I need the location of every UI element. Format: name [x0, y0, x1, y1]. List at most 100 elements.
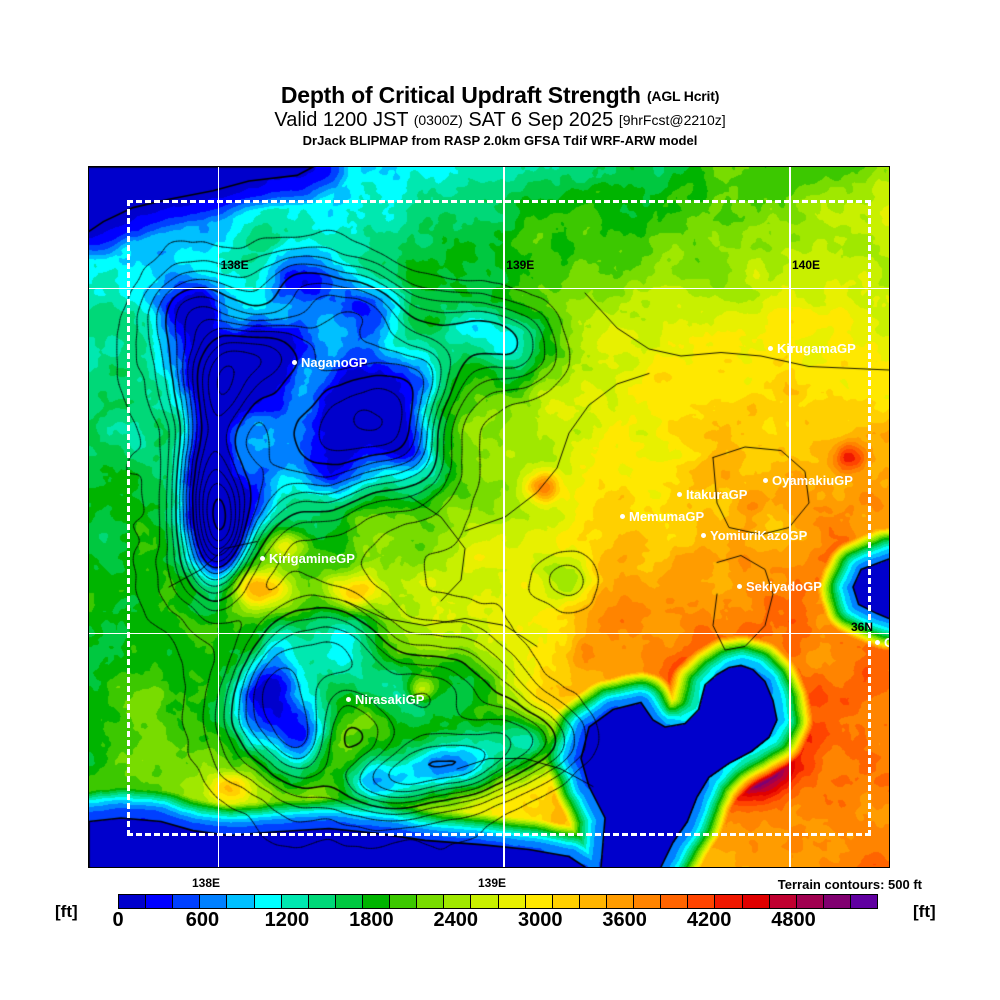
colorbar-swatch	[661, 895, 689, 908]
map-station-marker[interactable]: NirasakiGP	[346, 692, 424, 706]
colorbar-swatch	[200, 895, 228, 908]
colorbar-swatch	[742, 895, 770, 908]
title-block: Depth of Critical Updraft Strength (AGL …	[0, 84, 1000, 148]
station-label: FujinagaGP	[399, 866, 471, 867]
map-station-marker[interactable]: NaganoGP	[292, 355, 367, 369]
model-source-line: DrJack BLIPMAP from RASP 2.0km GFSA Tdif…	[302, 133, 698, 148]
terrain-contour-note: Terrain contours: 500 ft	[777, 877, 922, 892]
colorbar-swatch	[417, 895, 445, 908]
graticule-label-lat: 37N	[89, 275, 90, 289]
colorbar-swatch	[146, 895, 174, 908]
station-dot-icon	[620, 514, 625, 520]
station-label: NaganoGP	[301, 355, 368, 371]
station-dot-icon	[737, 584, 742, 590]
station-dot-icon	[768, 346, 773, 352]
station-label: KirigamineGP	[269, 551, 355, 567]
station-dot-icon	[763, 478, 768, 484]
colorbar-swatch	[823, 895, 851, 908]
valid-date: SAT 6 Sep 2025	[468, 109, 614, 131]
map-station-marker[interactable]: OyamakiuGP	[763, 473, 853, 487]
graticule-label-lat: 36N	[851, 619, 874, 634]
station-dot-icon	[292, 360, 297, 366]
terrain-heatmap-canvas	[89, 167, 889, 867]
title-superscript: (AGL Hcrit)	[646, 88, 720, 104]
colorbar-swatch	[688, 895, 716, 908]
colorbar-swatch	[498, 895, 526, 908]
colorbar-swatch	[634, 895, 662, 908]
valid-prefix: Valid 1200 JST	[274, 109, 409, 131]
map-station-marker[interactable]: MemumaGP	[620, 509, 704, 523]
graticule-label-lat: 36N	[89, 620, 90, 634]
colorbar-tick: 2400	[433, 909, 479, 931]
domain-boundary-box	[127, 200, 871, 836]
station-label: OyamakiuGP	[772, 473, 853, 489]
station-dot-icon	[701, 533, 706, 539]
map-station-marker[interactable]: Ohtone	[875, 635, 889, 650]
map-station-marker[interactable]: SekiyadoGP	[737, 579, 822, 593]
colorbar-swatch	[606, 895, 635, 908]
colorbar-swatch	[471, 895, 499, 908]
graticule-parallel	[89, 632, 889, 635]
colorbar-tick: 3000	[517, 909, 563, 931]
forecast-map[interactable]: 138E 139E 140E 37N 36N 36N NaganoGP KirugamaGP O…	[88, 166, 890, 868]
colorbar-tick: 1800	[349, 909, 394, 931]
colorbar-swatch	[227, 895, 255, 908]
colorbar-tick: 4800	[771, 909, 816, 931]
graticule-label-lon: 139E	[506, 257, 535, 272]
colorbar-swatch	[796, 895, 824, 908]
colorbar-swatch	[335, 895, 363, 908]
map-station-marker[interactable]: ItakuraGP	[677, 487, 747, 501]
station-dot-icon	[677, 492, 682, 498]
map-station-marker[interactable]: YomiuriKazoGP	[701, 528, 807, 542]
colorbar-swatch	[525, 895, 553, 908]
axis-label-lon-138E: 138E	[192, 876, 221, 890]
colorbar-swatch	[119, 895, 147, 908]
station-label: KirugamaGP	[777, 341, 856, 357]
colorbar-swatch	[552, 895, 580, 908]
graticule-label-lon: 138E	[220, 257, 249, 272]
station-dot-icon	[346, 697, 351, 703]
colorbar-tick: 4200	[686, 909, 732, 931]
station-dot-icon	[260, 556, 265, 562]
colorbar-swatch	[254, 895, 282, 908]
title-main-text: Depth of Critical Updraft Strength	[280, 82, 641, 108]
colorbar-swatch	[444, 895, 472, 908]
colorbar-unit-left: [ft]	[55, 902, 78, 921]
station-label: YomiuriKazoGP	[710, 528, 808, 544]
axis-label-lon-139E: 139E	[478, 876, 507, 890]
station-label: ItakuraGP	[686, 487, 748, 503]
graticule-label-lon: 140E	[792, 257, 821, 272]
map-overlay-layer: 138E 139E 140E 37N 36N 36N NaganoGP KirugamaGP O…	[89, 167, 889, 867]
colorbar-swatch	[579, 895, 607, 908]
colorbar-tick: 1200	[264, 909, 310, 931]
colorbar-unit-right: [ft]	[913, 902, 936, 921]
colorbar-tick: 3600	[602, 909, 647, 931]
station-label: Ohtone	[884, 635, 889, 650]
colorbar-swatch	[281, 895, 309, 908]
forecast-tag: [9hrFcst@2210z]	[618, 112, 726, 128]
station-dot-icon	[875, 640, 880, 646]
map-station-marker[interactable]: KirigamineGP	[260, 551, 355, 565]
graticule-meridian	[217, 167, 220, 867]
graticule-meridian	[503, 167, 505, 867]
valid-utc: (0300Z)	[413, 112, 463, 128]
colorbar-swatch	[308, 895, 336, 908]
map-station-marker[interactable]: FujinagaGP	[390, 866, 471, 867]
map-station-marker[interactable]: KirugamaGP	[768, 341, 856, 355]
colorbar[interactable]	[118, 894, 878, 909]
colorbar-tick-labels: 0 600 1200 1800 2400 3000 3600 4200 4800	[112, 909, 878, 935]
colorbar-tick: 600	[185, 909, 220, 931]
graticule-parallel	[89, 287, 889, 290]
colorbar-swatch	[715, 895, 743, 908]
colorbar-swatch	[769, 895, 797, 908]
colorbar-swatch	[850, 895, 878, 908]
page-title: Depth of Critical Updraft Strength (AGL …	[0, 84, 1000, 107]
colorbar-swatch	[173, 895, 201, 908]
station-label: NirasakiGP	[355, 692, 425, 708]
graticule-meridian	[789, 167, 791, 867]
colorbar-swatch	[362, 895, 391, 908]
station-label: MemumaGP	[629, 509, 705, 525]
valid-time-line: Valid 1200 JST (0300Z) SAT 6 Sep 2025 [9…	[0, 110, 1000, 130]
station-label: SekiyadoGP	[746, 579, 822, 595]
colorbar-tick: 0	[112, 909, 124, 931]
